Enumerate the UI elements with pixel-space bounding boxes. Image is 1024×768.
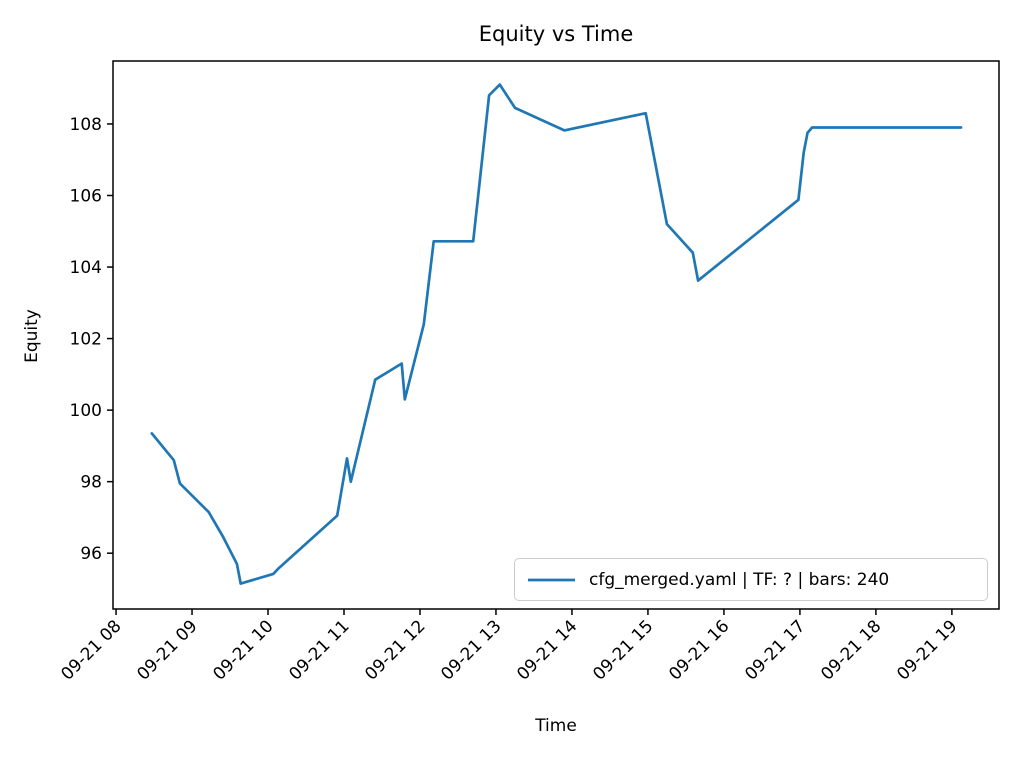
x-axis-label: Time — [535, 716, 577, 736]
x-tick-label: 09-21 11 — [285, 616, 353, 684]
y-tick-label: 104 — [70, 258, 102, 278]
equity-line — [150, 83, 963, 585]
legend-label: cfg_merged.yaml | TF: ? | bars: 240 — [589, 569, 890, 590]
x-tick-label: 09-21 19 — [893, 616, 961, 684]
y-tick-label: 100 — [70, 401, 102, 421]
legend: cfg_merged.yaml | TF: ? | bars: 240 — [514, 558, 988, 601]
y-tick-label: 98 — [80, 473, 102, 493]
x-tick-label: 09-21 17 — [741, 616, 809, 684]
x-tick-label: 09-21 18 — [817, 616, 885, 684]
x-tick-label: 09-21 13 — [437, 616, 505, 684]
x-tick-label: 09-21 08 — [57, 616, 125, 684]
y-tick-label: 106 — [70, 186, 102, 206]
legend-line-icon — [528, 578, 575, 581]
y-tick-label: 96 — [80, 544, 102, 564]
x-tick-label: 09-21 14 — [513, 616, 581, 684]
x-tick-label: 09-21 15 — [589, 616, 657, 684]
x-tick-label: 09-21 12 — [361, 616, 429, 684]
x-tick-label: 09-21 10 — [209, 616, 277, 684]
x-tick-label: 09-21 09 — [133, 616, 201, 684]
chart-title: Equity vs Time — [478, 22, 634, 46]
y-tick-label: 102 — [70, 330, 102, 350]
y-tick-label: 108 — [70, 115, 102, 135]
plot-border — [112, 60, 1000, 610]
x-tick-label: 09-21 16 — [665, 616, 733, 684]
